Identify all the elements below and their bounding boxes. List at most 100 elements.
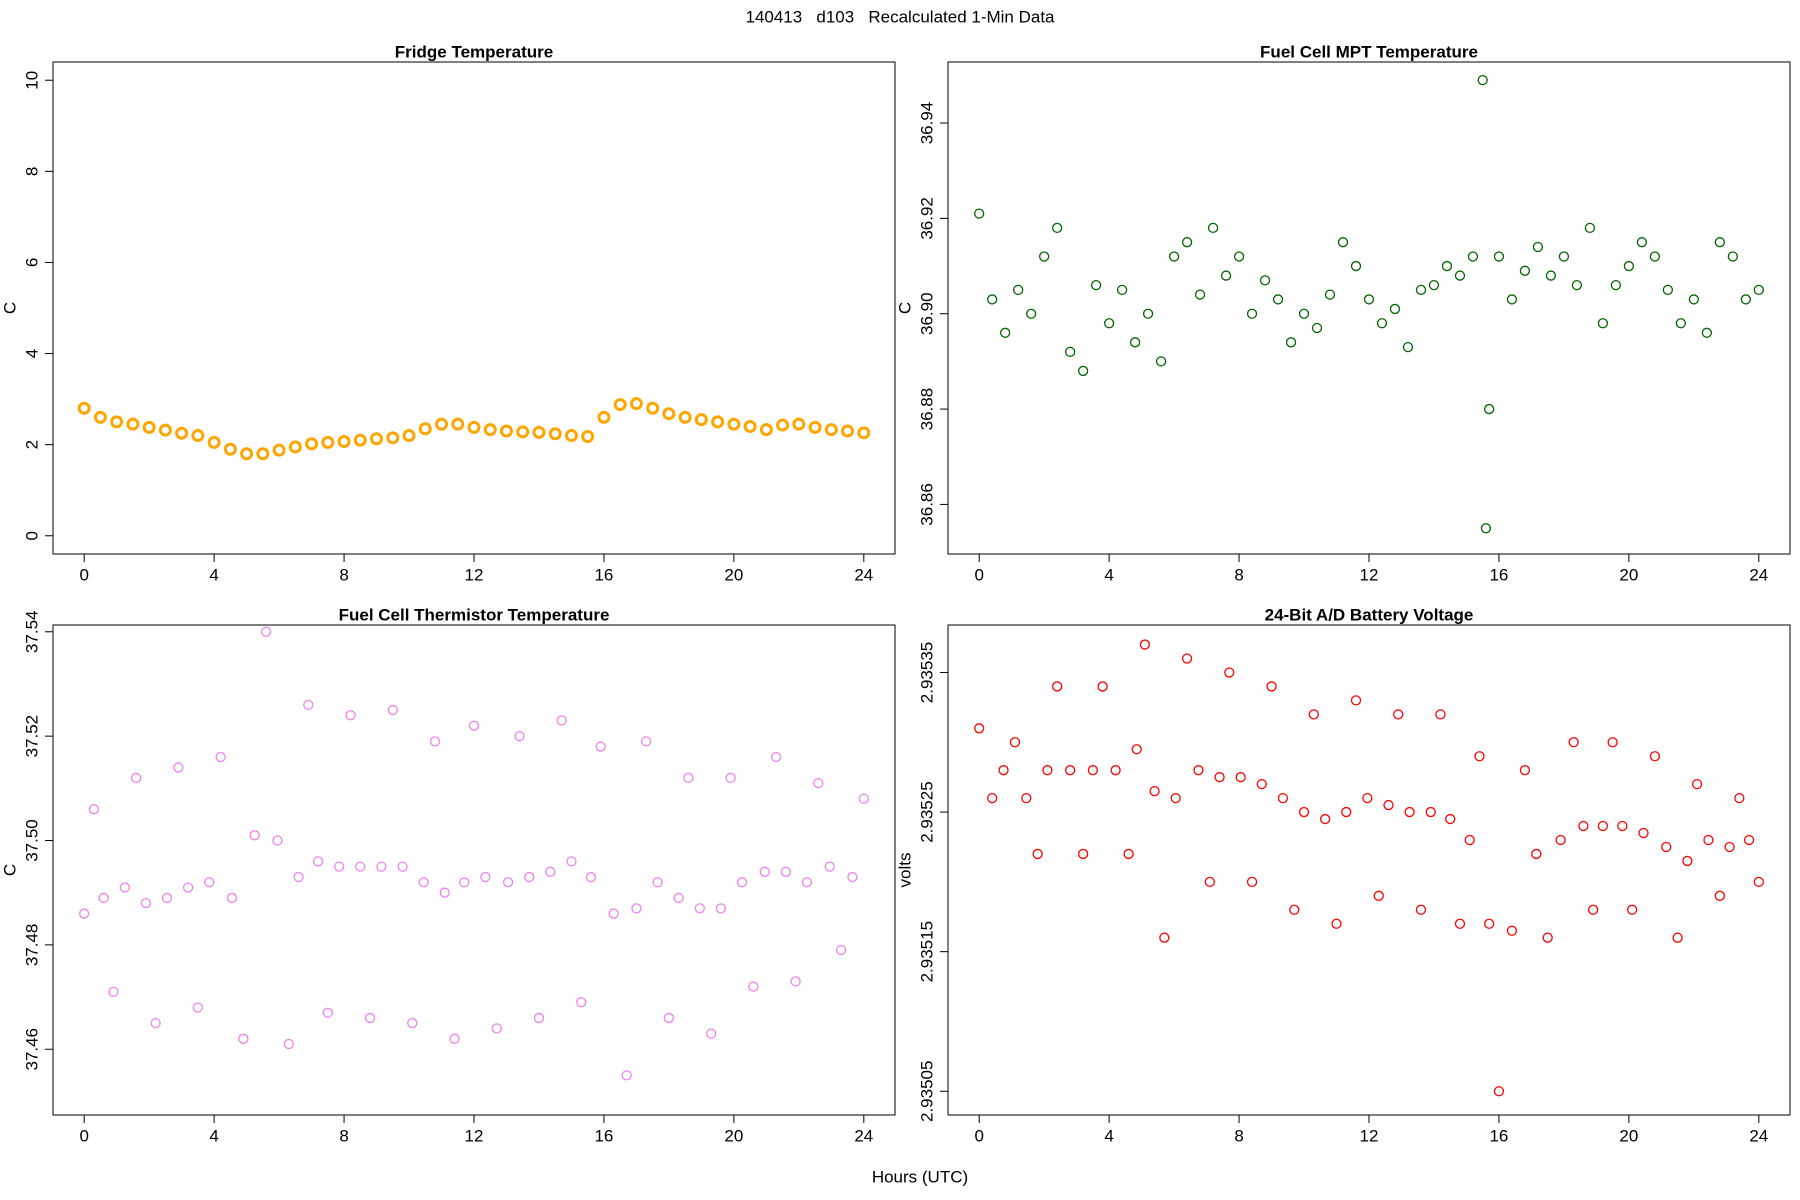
- data-point: [1519, 765, 1531, 776]
- data-point: [1266, 681, 1277, 692]
- y-tick-label: 6: [22, 258, 41, 267]
- data-point: [1362, 792, 1373, 804]
- data-point: [1021, 792, 1032, 804]
- data-point: [337, 434, 351, 448]
- data-point: [1233, 251, 1245, 262]
- data-point: [1308, 709, 1319, 720]
- data-point: [1168, 251, 1180, 262]
- data-point: [312, 856, 324, 867]
- data-point: [1578, 820, 1589, 832]
- data-point: [608, 908, 619, 919]
- data-point: [491, 1023, 502, 1034]
- data-point: [1638, 827, 1649, 839]
- data-point: [370, 432, 384, 446]
- data-point: [641, 736, 652, 747]
- data-point: [585, 871, 597, 883]
- data-point: [1727, 251, 1738, 262]
- data-point: [397, 861, 408, 872]
- data-point: [1435, 709, 1446, 720]
- data-point: [1319, 813, 1331, 825]
- data-point: [355, 861, 366, 872]
- data-point: [1256, 778, 1267, 790]
- data-point: [556, 715, 567, 726]
- x-axis-label: Hours (UTC): [872, 1167, 968, 1186]
- data-point: [516, 425, 530, 439]
- data-point: [387, 704, 398, 716]
- data-point: [249, 830, 260, 841]
- data-point: [1734, 792, 1745, 804]
- data-point: [987, 792, 998, 804]
- data-point: [1246, 308, 1258, 319]
- data-point: [1587, 904, 1599, 915]
- data-point: [1493, 1086, 1505, 1097]
- x-tick-label: 0: [974, 565, 983, 584]
- x-tick-label: 0: [79, 565, 88, 584]
- data-point: [835, 944, 847, 956]
- data-point: [1610, 279, 1622, 291]
- data-point: [79, 908, 90, 919]
- data-point: [1688, 294, 1699, 305]
- data-point: [1662, 284, 1674, 296]
- data-point: [1259, 275, 1271, 286]
- data-point: [1389, 303, 1401, 315]
- data-point: [1181, 653, 1193, 664]
- data-point: [334, 861, 345, 872]
- data-point: [1415, 904, 1427, 915]
- data-point: [1649, 251, 1661, 262]
- x-tick-label: 16: [1489, 1126, 1508, 1145]
- data-point: [1331, 918, 1342, 929]
- x-tick-label: 8: [339, 1126, 348, 1145]
- data-point: [240, 447, 254, 461]
- data-point: [364, 1012, 376, 1024]
- data-point: [673, 892, 684, 904]
- x-tick-label: 24: [854, 1126, 873, 1145]
- data-point: [1454, 270, 1466, 281]
- data-point: [1743, 834, 1755, 846]
- data-point: [1740, 294, 1751, 305]
- data-point: [1363, 294, 1375, 305]
- data-point: [499, 424, 513, 438]
- y-tick-label: 4: [22, 349, 41, 358]
- data-point: [576, 997, 587, 1008]
- data-point: [1454, 918, 1466, 929]
- data-point: [1467, 251, 1479, 262]
- data-point: [1571, 279, 1583, 291]
- y-tick-label: 37.54: [22, 611, 41, 654]
- data-point: [1272, 294, 1284, 305]
- y-tick-label: 36.94: [917, 102, 936, 145]
- data-point: [283, 1038, 294, 1050]
- data-point: [581, 429, 595, 443]
- data-point: [459, 877, 470, 888]
- data-point: [1032, 848, 1043, 860]
- data-point: [748, 981, 759, 992]
- data-point: [678, 410, 692, 424]
- data-point: [110, 415, 124, 429]
- data-point: [711, 415, 725, 429]
- data-point: [566, 856, 577, 867]
- data-point: [1350, 260, 1362, 272]
- data-point: [1298, 806, 1310, 818]
- data-point: [621, 1070, 632, 1081]
- data-point: [1428, 279, 1440, 291]
- data-point: [1064, 765, 1076, 776]
- x-tick-label: 4: [1104, 565, 1113, 584]
- data-point: [824, 423, 838, 437]
- data-point: [715, 903, 727, 914]
- data-point: [126, 417, 140, 431]
- data-point: [88, 804, 100, 815]
- data-point: [435, 417, 449, 431]
- data-point: [1383, 799, 1394, 811]
- x-tick-label: 0: [974, 1126, 983, 1145]
- data-point: [1661, 841, 1672, 853]
- data-point: [192, 1002, 204, 1013]
- x-tick-label: 16: [594, 1126, 613, 1145]
- data-point: [1285, 337, 1297, 348]
- x-tick-label: 20: [1619, 565, 1638, 584]
- data-point: [1682, 855, 1693, 867]
- data-point: [223, 442, 237, 456]
- data-point: [1159, 932, 1170, 943]
- data-point: [1724, 841, 1735, 853]
- data-point: [1753, 284, 1764, 296]
- y-tick-label: 36.88: [917, 388, 936, 431]
